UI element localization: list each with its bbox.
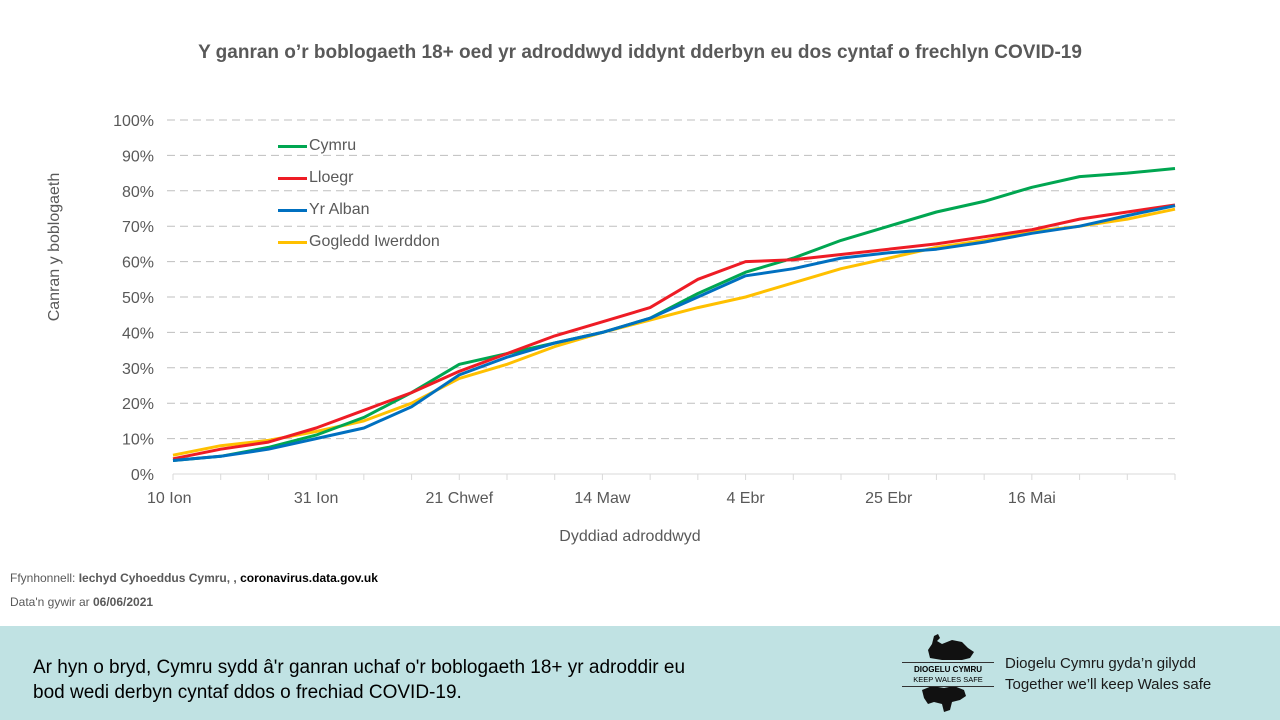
source-prefix: Ffynhonnell: <box>10 571 79 585</box>
legend-label: Yr Alban <box>309 201 370 218</box>
legend-swatch-gogledd-iwerddon <box>278 240 307 244</box>
legend-label: Lloegr <box>309 169 354 186</box>
x-tick-label: 31 Ion <box>294 490 338 507</box>
x-axis-label: Dyddiad adroddwyd <box>559 528 701 545</box>
legend-swatch-lloegr <box>278 176 307 180</box>
x-tick-label: 14 Maw <box>574 490 630 507</box>
slogan-english: Together we’ll keep Wales safe <box>1005 676 1212 693</box>
plot-area: 0% 10% 20% 30% 40% 50% 60% 70% 80% 90% 100% 10 Ion… <box>113 113 1176 507</box>
y-axis-ticks: 0% 10% 20% 30% 40% 50% 60% 70% 80% 90% 100% <box>113 113 154 484</box>
x-tick-label: 25 Ebr <box>865 490 913 507</box>
slogan: Diogelu Cymru gyda’n gilydd Together we’… <box>1005 653 1211 695</box>
y-tick-label: 50% <box>122 290 154 307</box>
y-tick-label: 0% <box>131 467 154 484</box>
data-date-value: 06/06/2021 <box>93 595 154 609</box>
legend-item-yr-alban: Yr Alban <box>278 194 440 226</box>
logo-line-2: KEEP WALES SAFE <box>913 675 983 684</box>
keep-wales-safe-logo: DIOGELU CYMRU KEEP WALES SAFE <box>902 632 994 714</box>
y-tick-label: 80% <box>122 184 154 201</box>
y-tick-label: 40% <box>122 325 154 342</box>
y-tick-label: 90% <box>122 148 154 165</box>
y-tick-label: 10% <box>122 432 154 449</box>
source-url: coronavirus.data.gov.uk <box>240 571 378 585</box>
wales-map-icon <box>922 634 974 712</box>
x-tick-label: 21 Chwef <box>425 490 493 507</box>
x-tick-label: 16 Mai <box>1008 490 1056 507</box>
series-line-lloegr <box>172 203 1176 461</box>
series-lines <box>172 167 1176 462</box>
series-line-cymru <box>172 167 1176 462</box>
legend-label: Cymru <box>309 137 357 154</box>
footer-message: Ar hyn o bryd, Cymru sydd â'r ganran uch… <box>33 657 686 703</box>
chart-title: Y ganran o’r boblogaeth 18+ oed yr adrod… <box>198 42 1082 63</box>
data-date-note: Data'n gywir ar 06/06/2021 <box>10 595 153 609</box>
legend-item-gogledd-iwerddon: Gogledd Iwerddon <box>278 226 440 258</box>
y-tick-label: 60% <box>122 255 154 272</box>
y-tick-label: 70% <box>122 219 154 236</box>
source-org: Iechyd Cyhoeddus Cymru, , <box>78 571 241 585</box>
x-tick-label: 4 Ebr <box>726 490 765 507</box>
legend-label: Gogledd Iwerddon <box>309 233 440 250</box>
series-line-yr-alban <box>172 204 1176 462</box>
legend-swatch-cymru <box>278 144 307 148</box>
gridlines <box>167 119 1175 440</box>
x-tick-label: 10 Ion <box>147 490 191 507</box>
y-tick-label: 20% <box>122 396 154 413</box>
data-date-prefix: Data'n gywir ar <box>10 595 93 609</box>
logo-text: DIOGELU CYMRU KEEP WALES SAFE <box>902 662 994 687</box>
legend: Cymru Lloegr Yr Alban Gogledd Iwerddon <box>278 130 440 258</box>
slogan-welsh: Diogelu Cymru gyda’n gilydd <box>1005 655 1196 672</box>
y-tick-label: 100% <box>113 113 154 130</box>
logo-line-1: DIOGELU CYMRU <box>914 665 982 674</box>
y-tick-label: 30% <box>122 361 154 378</box>
footer-banner: Ar hyn o bryd, Cymru sydd â'r ganran uch… <box>0 626 1280 720</box>
legend-swatch-yr-alban <box>278 208 307 212</box>
x-axis: 10 Ion 31 Ion 21 Chwef 14 Maw 4 Ebr 25 Ebr 16 … <box>147 473 1176 507</box>
source-note: Ffynhonnell: Iechyd Cyhoeddus Cymru, , c… <box>10 571 378 585</box>
legend-item-cymru: Cymru <box>278 130 440 162</box>
legend-item-lloegr: Lloegr <box>278 162 440 194</box>
y-axis-label: Canran y boblogaeth <box>46 172 63 322</box>
